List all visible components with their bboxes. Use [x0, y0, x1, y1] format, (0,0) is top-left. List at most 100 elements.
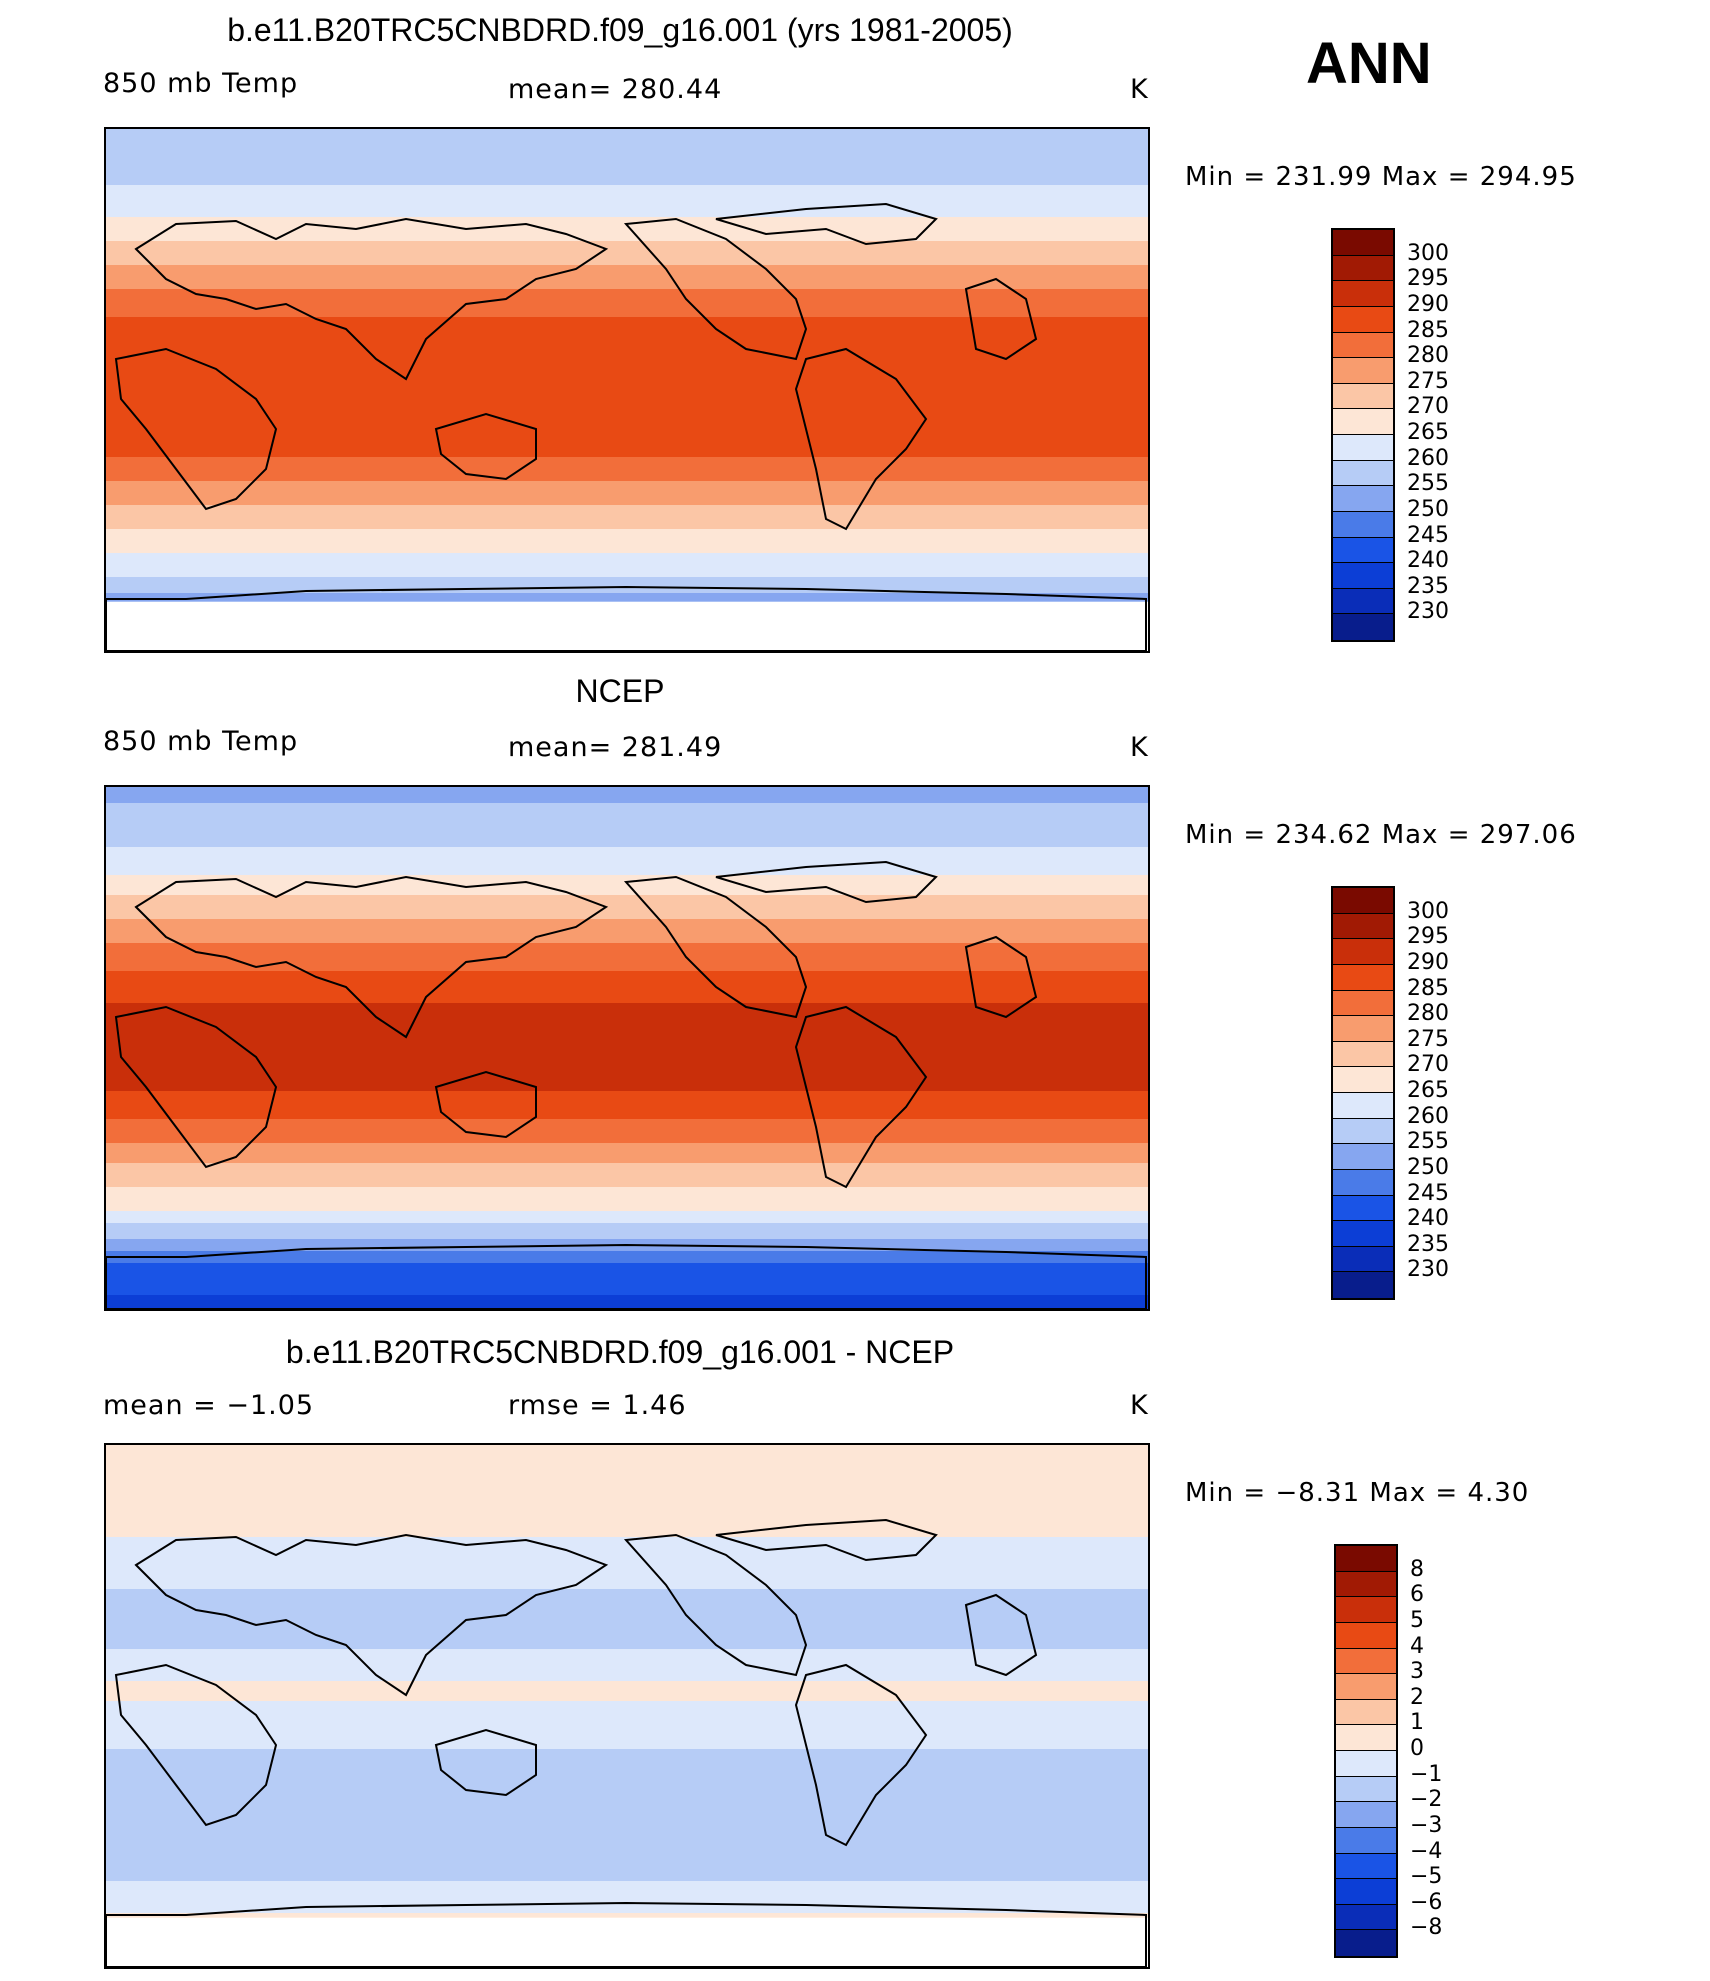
heatmap-band: [106, 141, 1148, 146]
heatmap-band: [106, 823, 1148, 828]
colorbar-swatch: [1336, 1904, 1396, 1931]
panel2-map: [104, 785, 1150, 1311]
heatmap-band: [106, 349, 1148, 354]
heatmap-band: [106, 1465, 1148, 1470]
heatmap-band: [106, 401, 1148, 406]
heatmap-band: [106, 1199, 1148, 1204]
heatmap-band: [106, 441, 1148, 446]
heatmap-band: [106, 1051, 1148, 1056]
heatmap-band: [106, 1557, 1148, 1562]
heatmap-band: [106, 417, 1148, 422]
heatmap-band: [106, 201, 1148, 206]
colorbar-tick-label: 230: [1407, 599, 1449, 625]
colorbar-swatch: [1333, 990, 1393, 1017]
heatmap-band: [106, 1481, 1148, 1486]
colorbar-swatch: [1333, 409, 1393, 435]
panel1-units-label: K: [1130, 74, 1149, 105]
heatmap-band: [106, 1553, 1148, 1558]
heatmap-band: [106, 1677, 1148, 1682]
colorbar-swatch: [1336, 1725, 1396, 1751]
colorbar-swatch: [1333, 614, 1393, 640]
panel1-mean-label: mean= 280.44: [508, 74, 723, 105]
heatmap-band: [106, 1541, 1148, 1546]
colorbar-swatch: [1336, 1597, 1396, 1623]
colorbar-swatch: [1333, 332, 1393, 359]
heatmap-band: [106, 967, 1148, 972]
heatmap-band: [106, 1469, 1148, 1474]
panel1-minmax: Min = 231.99 Max = 294.95: [1185, 162, 1577, 192]
heatmap-band: [106, 341, 1148, 346]
heatmap-band: [106, 225, 1148, 230]
heatmap-band: [106, 863, 1148, 868]
heatmap-band: [106, 1801, 1148, 1806]
heatmap-band: [106, 1681, 1148, 1686]
heatmap-band: [106, 1135, 1148, 1140]
colorbar-swatch: [1336, 1699, 1396, 1726]
heatmap-band: [106, 389, 1148, 394]
heatmap-band: [106, 1275, 1148, 1280]
colorbar-swatch: [1336, 1879, 1396, 1905]
heatmap-band: [106, 1577, 1148, 1582]
colorbar-swatch: [1333, 588, 1393, 615]
heatmap-band: [106, 875, 1148, 880]
heatmap-band: [106, 1841, 1148, 1846]
heatmap-band: [106, 1203, 1148, 1208]
colorbar-swatch: [1333, 358, 1393, 384]
heatmap-band: [106, 959, 1148, 964]
heatmap-band: [106, 1489, 1148, 1494]
heatmap-band: [106, 1083, 1148, 1088]
heatmap-band: [106, 245, 1148, 250]
colorbar-tick-label: 3: [1410, 1659, 1424, 1685]
heatmap-band: [106, 1913, 1148, 1918]
panel1-heatmap: [106, 129, 1148, 651]
heatmap-band: [106, 1059, 1148, 1064]
heatmap-band: [106, 209, 1148, 214]
heatmap-band: [106, 469, 1148, 474]
heatmap-band: [106, 489, 1148, 494]
colorbar-swatch: [1336, 1930, 1396, 1956]
heatmap-band: [106, 173, 1148, 178]
heatmap-band: [106, 995, 1148, 1000]
colorbar-swatch: [1333, 486, 1393, 512]
heatmap-band: [106, 369, 1148, 374]
heatmap-band: [106, 1789, 1148, 1794]
heatmap-band: [106, 1303, 1148, 1308]
heatmap-band: [106, 333, 1148, 338]
heatmap-band: [106, 265, 1148, 270]
colorbar-swatch: [1336, 1546, 1396, 1572]
colorbar-swatch: [1333, 1272, 1393, 1298]
heatmap-band: [106, 381, 1148, 386]
heatmap-band: [106, 1513, 1148, 1518]
heatmap-band: [106, 891, 1148, 896]
heatmap-band: [106, 493, 1148, 498]
colorbar-tick-label: −5: [1410, 1864, 1443, 1890]
heatmap-band: [106, 261, 1148, 266]
heatmap-band: [106, 1865, 1148, 1870]
colorbar-swatch: [1336, 1674, 1396, 1700]
heatmap-band: [106, 1621, 1148, 1626]
heatmap-band: [106, 1023, 1148, 1028]
heatmap-band: [106, 1497, 1148, 1502]
heatmap-band: [106, 1191, 1148, 1196]
colorbar-tick-label: 260: [1407, 1103, 1449, 1129]
heatmap-band: [106, 1239, 1148, 1244]
heatmap-band: [106, 301, 1148, 306]
heatmap-band: [106, 1151, 1148, 1156]
heatmap-band: [106, 1171, 1148, 1176]
heatmap-band: [106, 1701, 1148, 1706]
heatmap-band: [106, 1027, 1148, 1032]
heatmap-band: [106, 1255, 1148, 1260]
colorbar-swatch: [1333, 281, 1393, 307]
heatmap-band: [106, 1565, 1148, 1570]
coastline: [434, 412, 537, 481]
panel2-variable-label: 850 mb Temp: [103, 726, 299, 757]
heatmap-band: [106, 1279, 1148, 1284]
colorbar-tick-label: 295: [1407, 266, 1449, 292]
heatmap-band: [106, 1247, 1148, 1252]
heatmap-band: [106, 931, 1148, 936]
colorbar-swatch: [1333, 1221, 1393, 1247]
coastline: [623, 1533, 808, 1677]
heatmap-band: [106, 1561, 1148, 1566]
colorbar-tick-label: 255: [1407, 471, 1449, 497]
missing-data-region: [106, 1917, 1148, 1967]
